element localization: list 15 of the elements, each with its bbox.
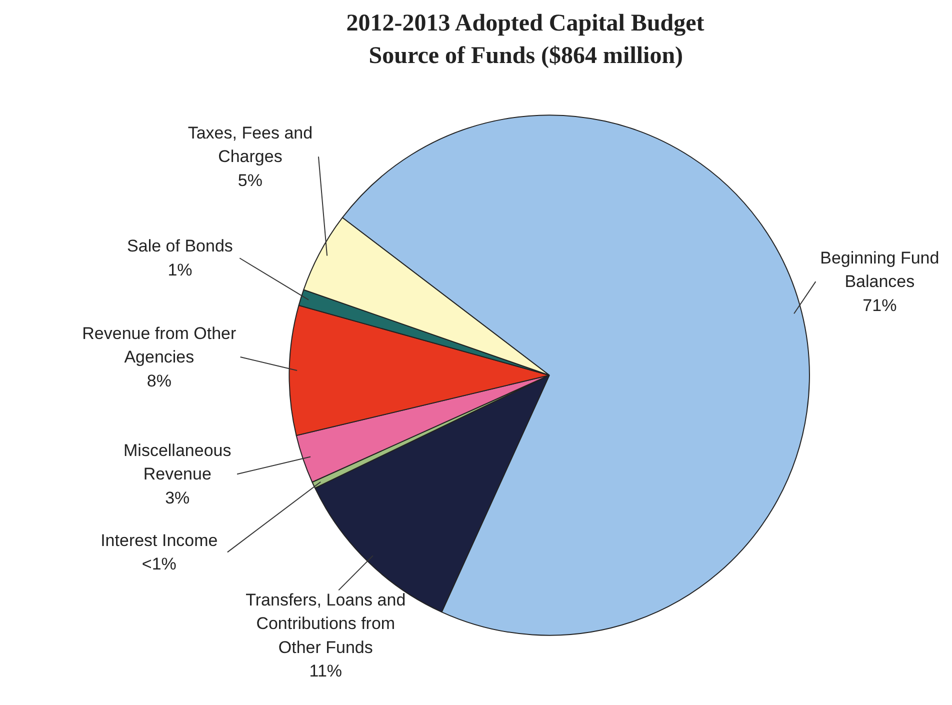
slice-label: Beginning Fund Balances xyxy=(820,248,940,292)
data-label: 8% xyxy=(146,371,172,390)
slice-label: Taxes, Fees and Charges xyxy=(188,123,313,166)
data-label: 3% xyxy=(165,488,190,508)
slice-label: Revenue from Other Agencies xyxy=(82,324,237,367)
chart-title: 2012-2013 Adopted Capital Budget Source of Funds ($864 million) xyxy=(346,10,704,69)
data-label: 5% xyxy=(238,170,262,190)
slice-label: Sale of Bonds xyxy=(127,236,233,256)
data-label: <1% xyxy=(142,554,176,574)
data-label: 1% xyxy=(168,260,192,280)
data-label: 11% xyxy=(309,662,342,681)
slice-label: Interest Income xyxy=(100,530,218,550)
data-label: 71% xyxy=(862,296,897,315)
slice-label: Miscellaneous Revenue xyxy=(124,440,232,484)
slice-label: Transfers, Loans and Contributions from Other Funds xyxy=(246,590,406,657)
